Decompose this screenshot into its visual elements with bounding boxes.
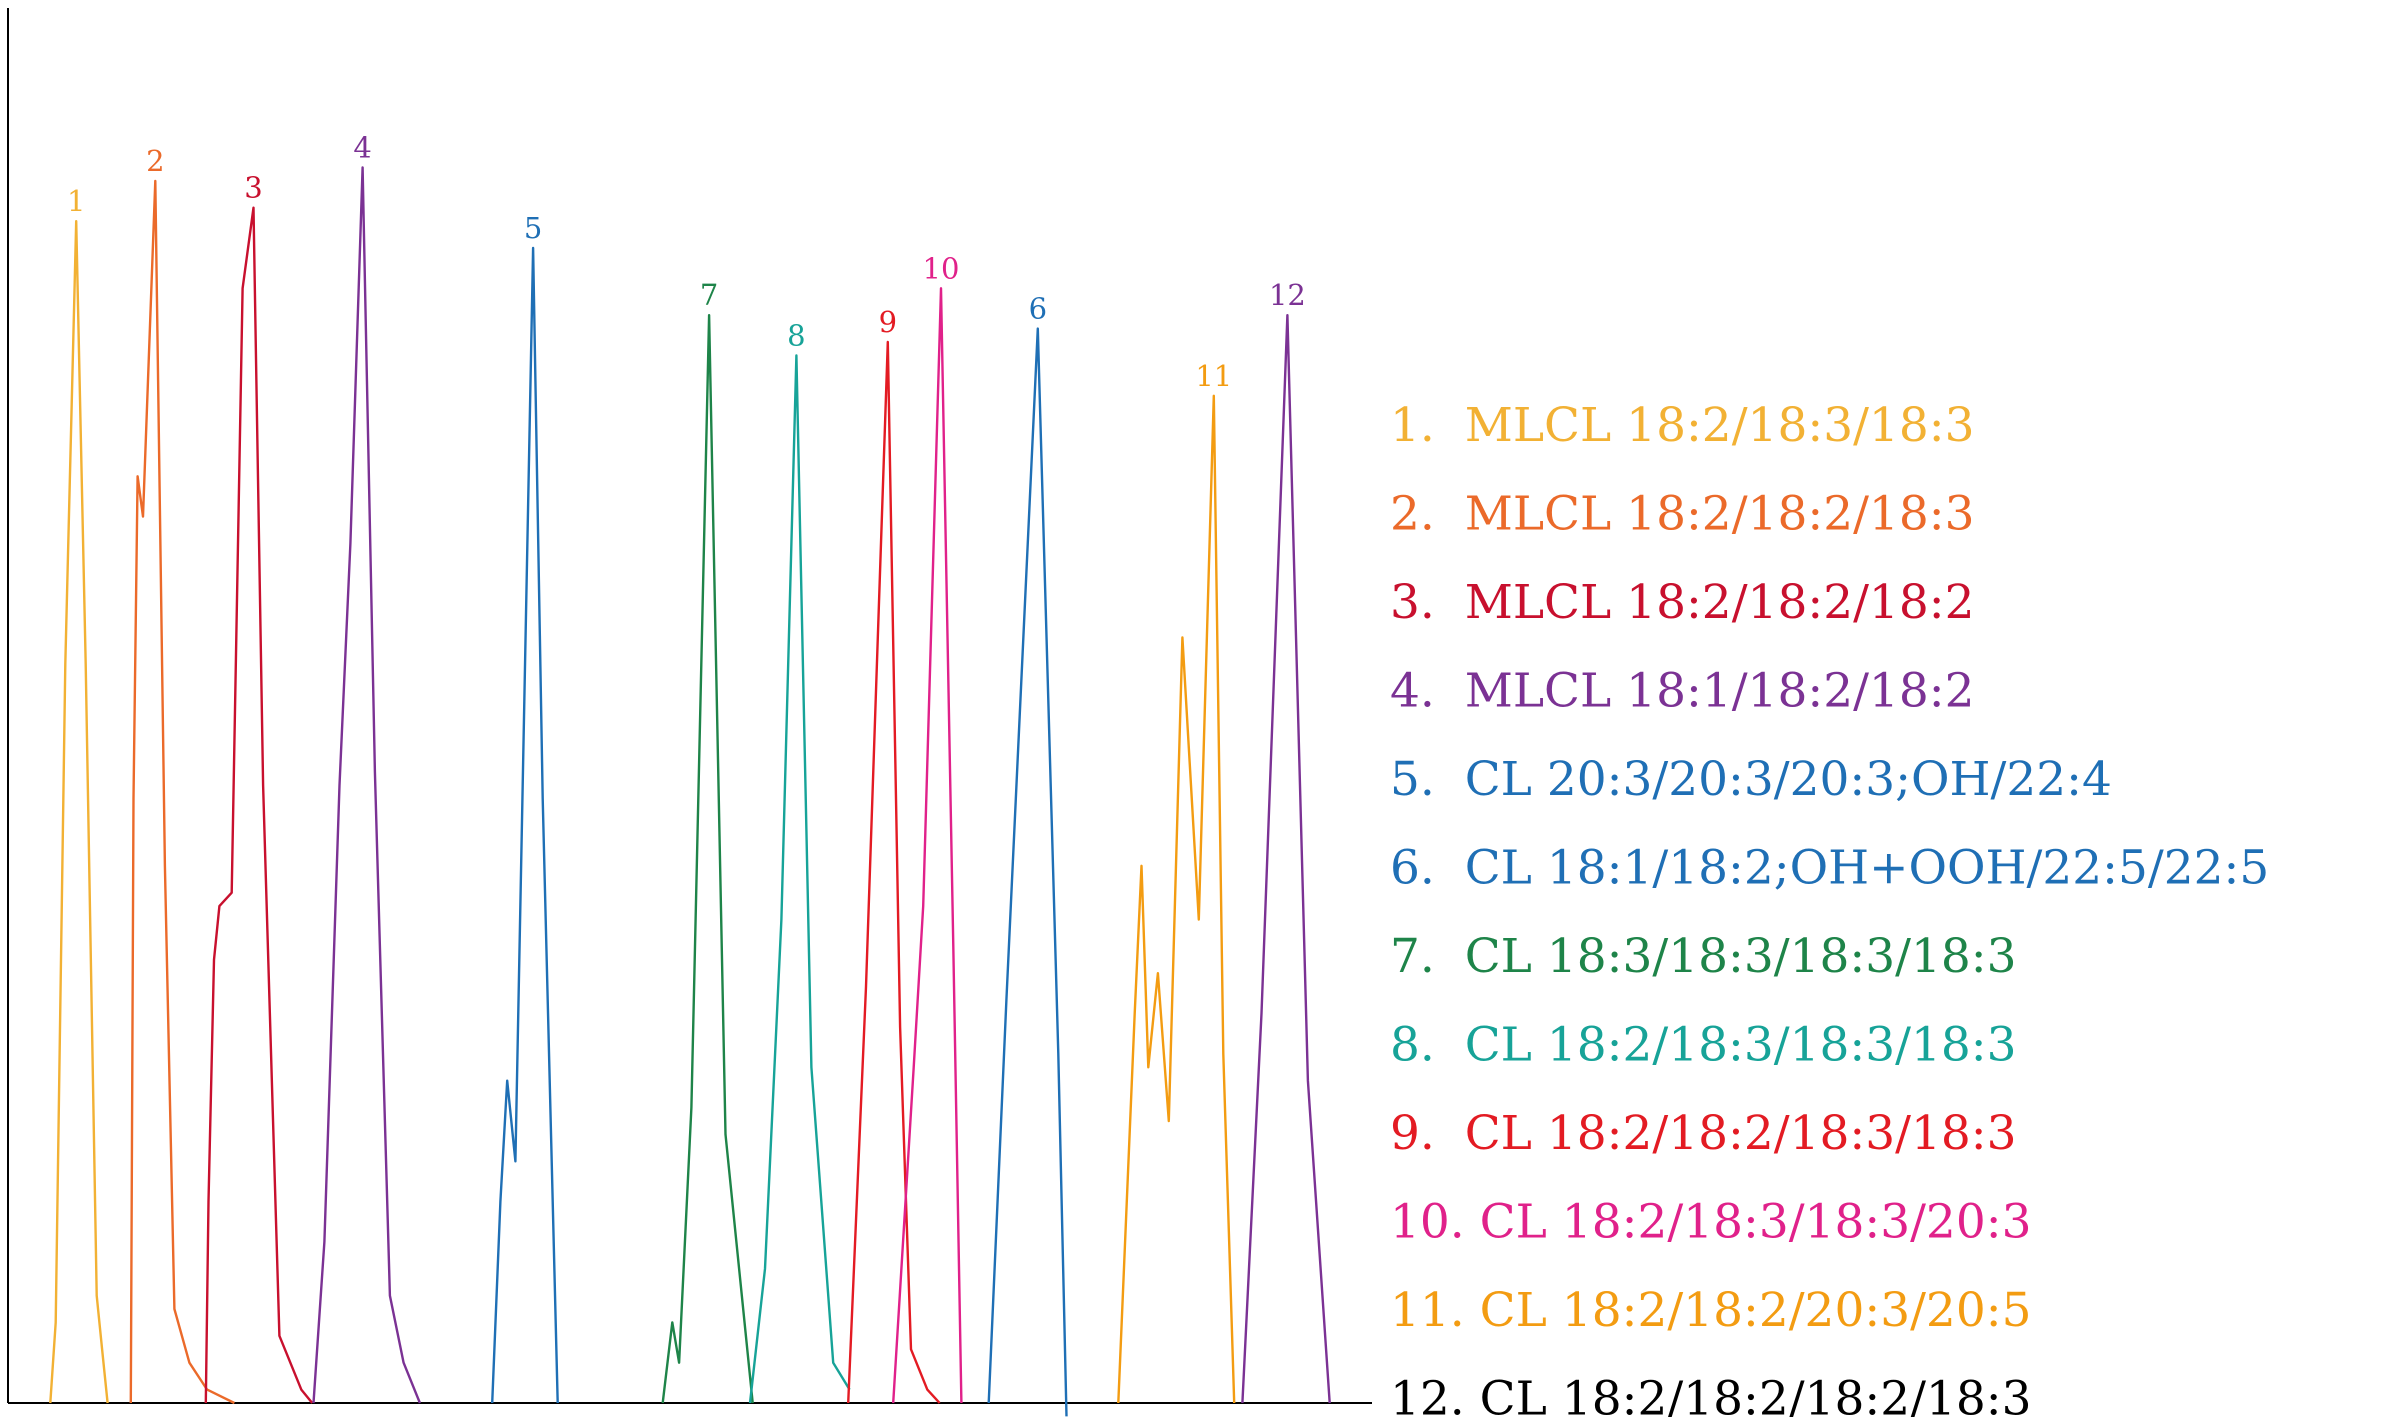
legend-entry-4: 4. MLCL 18:1/18:2/18:2 bbox=[1390, 664, 1974, 719]
peak-label-10: 10 bbox=[923, 251, 960, 285]
legend-entry-8: 8. CL 18:2/18:3/18:3/18:3 bbox=[1390, 1018, 2017, 1073]
legend-entry-2: 2. MLCL 18:2/18:2/18:3 bbox=[1390, 487, 1974, 542]
trace-peak-8 bbox=[748, 354, 851, 1404]
trace-group bbox=[49, 166, 1331, 1417]
legend-entry-3: 3. MLCL 18:2/18:2/18:2 bbox=[1390, 575, 1974, 630]
peak-label-11: 11 bbox=[1195, 359, 1232, 393]
legend-entry-5: 5. CL 20:3/20:3/20:3;OH/22:4 bbox=[1390, 752, 2112, 807]
peak-label-4: 4 bbox=[353, 130, 371, 164]
peak-label-12: 12 bbox=[1269, 278, 1306, 312]
legend-entry-6: 6. CL 18:1/18:2;OH+OOH/22:5/22:5 bbox=[1390, 841, 2269, 896]
peak-label-3: 3 bbox=[244, 171, 262, 205]
legend-entry-1: 1. MLCL 18:2/18:3/18:3 bbox=[1390, 398, 1974, 453]
peak-label-5: 5 bbox=[524, 211, 542, 245]
peak-label-8: 8 bbox=[787, 319, 805, 353]
peak-label-9: 9 bbox=[879, 305, 897, 339]
trace-peak-3 bbox=[204, 206, 314, 1404]
legend-entry-11: 11. CL 18:2/18:2/20:3/20:5 bbox=[1390, 1283, 2031, 1338]
trace-peak-2 bbox=[129, 179, 235, 1405]
legend-entry-7: 7. CL 18:3/18:3/18:3/18:3 bbox=[1390, 929, 2017, 984]
legend-entry-12: 12. CL 18:2/18:2/18:2/18:3 bbox=[1390, 1372, 2031, 1417]
peak-label-1: 1 bbox=[67, 184, 85, 218]
trace-peak-11 bbox=[1117, 394, 1236, 1404]
peak-label-7: 7 bbox=[700, 278, 718, 312]
trace-peak-1 bbox=[49, 220, 109, 1404]
trace-peak-5 bbox=[491, 246, 559, 1404]
trace-peak-4 bbox=[312, 166, 422, 1404]
trace-peak-7 bbox=[661, 314, 754, 1404]
peak-label-6: 6 bbox=[1029, 292, 1047, 326]
peak-label-2: 2 bbox=[146, 144, 164, 178]
legend-entry-9: 9. CL 18:2/18:2/18:3/18:3 bbox=[1390, 1106, 2017, 1161]
trace-peak-10 bbox=[892, 287, 963, 1404]
trace-peak-12 bbox=[1241, 314, 1331, 1404]
trace-peak-9 bbox=[847, 340, 941, 1404]
legend: 1. MLCL 18:2/18:3/18:3 2. MLCL 18:2/18:2/… bbox=[1390, 398, 2269, 1417]
trace-peak-6 bbox=[987, 327, 1068, 1417]
legend-entry-10: 10. CL 18:2/18:3/18:3/20:3 bbox=[1390, 1195, 2031, 1250]
